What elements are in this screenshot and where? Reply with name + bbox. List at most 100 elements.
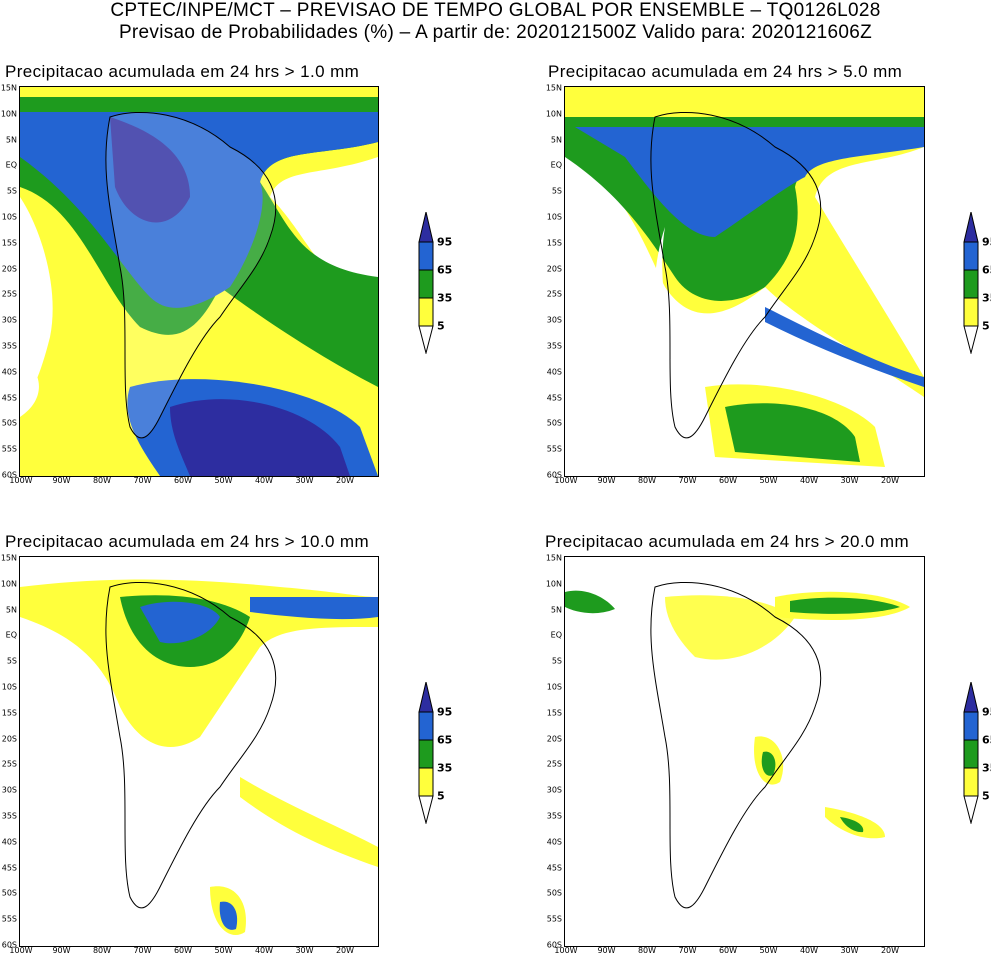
- lon-tick-label: 20W: [880, 476, 900, 485]
- lat-tick-label: 20S: [546, 734, 562, 744]
- lat-tick-label: EQ: [550, 630, 562, 640]
- lon-tick-label: 20W: [880, 946, 900, 955]
- lon-tick-label: 40W: [799, 946, 819, 955]
- lat-tick-label: EQ: [5, 160, 17, 170]
- lon-tick-label: 40W: [254, 476, 274, 485]
- lat-tick-label: 15S: [1, 238, 17, 248]
- lat-tick-label: 45S: [546, 863, 562, 873]
- map-area: [19, 556, 379, 947]
- lat-tick-label: 55S: [546, 914, 562, 924]
- legend-level-label: 65: [982, 263, 991, 277]
- lon-tick-label: 100W: [554, 946, 578, 955]
- lat-tick-label: 5S: [551, 186, 562, 196]
- lat-tick-label: 35S: [1, 341, 17, 351]
- lat-tick-label: 50S: [1, 888, 17, 898]
- lat-tick-label: 40S: [546, 837, 562, 847]
- lat-tick-label: 30S: [1, 315, 17, 325]
- lat-tick-label: 40S: [546, 367, 562, 377]
- lat-tick-label: 25S: [546, 289, 562, 299]
- legend-level-label: 65: [437, 263, 453, 277]
- lat-tick-label: 55S: [546, 444, 562, 454]
- lat-tick-label: 15S: [546, 708, 562, 718]
- lat-tick-label: 30S: [546, 785, 562, 795]
- lat-tick-label: 30S: [1, 785, 17, 795]
- legend-level-label: 5: [982, 319, 990, 333]
- lon-tick-label: 60W: [173, 946, 193, 955]
- lon-tick-label: 30W: [295, 946, 314, 955]
- lat-tick-label: 40S: [1, 367, 17, 377]
- lat-tick-label: 25S: [1, 289, 17, 299]
- lon-tick-label: 50W: [214, 476, 233, 485]
- lat-tick-label: 10N: [0, 109, 17, 119]
- probability-map: [565, 87, 924, 467]
- lat-tick-label: 50S: [1, 418, 17, 428]
- lat-tick-label: 15N: [545, 83, 562, 93]
- legend-level-label: 95: [437, 705, 453, 719]
- legend-level-label: 95: [437, 235, 453, 249]
- lon-tick-label: 60W: [173, 476, 193, 485]
- map-area: [19, 86, 379, 477]
- lat-tick-label: 5S: [551, 656, 562, 666]
- lat-tick-label: 10N: [545, 109, 562, 119]
- panel-title: Precipitacao acumulada em 24 hrs > 20.0 …: [545, 532, 910, 551]
- lat-tick-label: 5N: [5, 135, 17, 145]
- legend-level-label: 5: [437, 319, 445, 333]
- lon-tick-label: 50W: [759, 476, 778, 485]
- lat-tick-label: 60S: [1, 940, 17, 950]
- lon-tick-label: 50W: [214, 946, 233, 955]
- lon-tick-label: 30W: [840, 946, 859, 955]
- lon-tick-label: 90W: [597, 946, 616, 955]
- legend-colorbar: [418, 682, 434, 824]
- legend-colorbar: [418, 212, 434, 354]
- lon-tick-label: 70W: [678, 946, 697, 955]
- lat-tick-label: 20S: [1, 734, 17, 744]
- lat-tick-label: 10N: [0, 579, 17, 589]
- subtitle: Previsao de Probabilidades (%) – A parti…: [118, 22, 873, 43]
- lat-tick-label: 55S: [1, 914, 17, 924]
- lat-tick-label: 60S: [546, 470, 562, 480]
- legend-level-label: 35: [437, 761, 453, 775]
- lat-tick-label: 25S: [1, 759, 17, 769]
- probability-map: [20, 87, 378, 476]
- lon-tick-label: 40W: [254, 946, 274, 955]
- lat-tick-label: EQ: [5, 630, 17, 640]
- lat-tick-label: EQ: [550, 160, 562, 170]
- lat-tick-label: 50S: [546, 418, 562, 428]
- lat-tick-label: 55S: [1, 444, 17, 454]
- lon-tick-label: 90W: [52, 946, 71, 955]
- legend-level-label: 65: [982, 733, 991, 747]
- legend-level-label: 35: [982, 761, 991, 775]
- lon-tick-label: 60W: [718, 476, 738, 485]
- lat-tick-label: 40S: [1, 837, 17, 847]
- lon-tick-label: 30W: [295, 476, 314, 485]
- lon-tick-label: 70W: [133, 946, 152, 955]
- lon-tick-label: 100W: [9, 946, 33, 955]
- lat-tick-label: 15S: [1, 708, 17, 718]
- lat-tick-label: 20S: [1, 264, 17, 274]
- lat-tick-label: 15N: [0, 83, 17, 93]
- lat-tick-label: 5S: [6, 186, 17, 196]
- lon-tick-label: 80W: [92, 476, 112, 485]
- lon-tick-label: 100W: [554, 476, 578, 485]
- lat-tick-label: 35S: [546, 811, 562, 821]
- legend-level-label: 95: [982, 235, 991, 249]
- lon-tick-label: 80W: [637, 476, 657, 485]
- legend-level-label: 35: [982, 291, 991, 305]
- lat-tick-label: 45S: [1, 863, 17, 873]
- map-area: [564, 86, 925, 477]
- lon-tick-label: 80W: [92, 946, 112, 955]
- lon-tick-label: 20W: [335, 946, 355, 955]
- lat-tick-label: 15N: [545, 553, 562, 563]
- lat-tick-label: 10S: [1, 682, 17, 692]
- lon-tick-label: 70W: [133, 476, 152, 485]
- lon-tick-label: 20W: [335, 476, 355, 485]
- lat-tick-label: 25S: [546, 759, 562, 769]
- lon-tick-label: 100W: [9, 476, 33, 485]
- lat-tick-label: 10S: [1, 212, 17, 222]
- lon-tick-label: 70W: [678, 476, 697, 485]
- lon-tick-label: 90W: [597, 476, 616, 485]
- legend-level-label: 65: [437, 733, 453, 747]
- legend-colorbar: [963, 682, 979, 824]
- lat-tick-label: 10S: [546, 212, 562, 222]
- lat-tick-label: 5N: [550, 135, 562, 145]
